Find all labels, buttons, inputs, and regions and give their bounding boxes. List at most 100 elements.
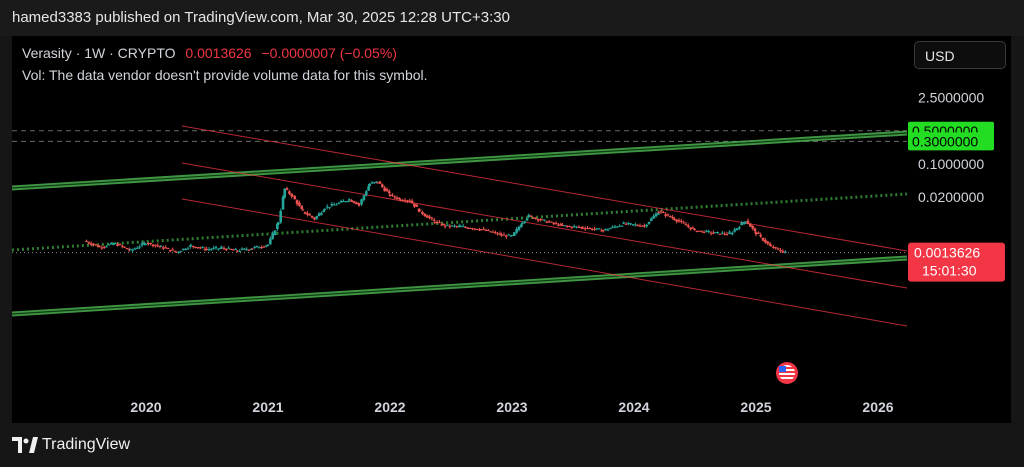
candle-body — [388, 191, 391, 194]
candle-body — [133, 248, 137, 250]
candle-body — [744, 221, 747, 223]
candle-body — [430, 217, 434, 219]
candle-body — [718, 233, 722, 235]
candle-body — [776, 248, 780, 250]
candle-body — [342, 200, 345, 203]
price-chart[interactable]: 2.50000000.50000000.30000000.10000000.02… — [12, 36, 1011, 423]
candle-body — [220, 247, 223, 249]
symbol-title[interactable]: Verasity · 1W · CRYPTO — [22, 45, 176, 61]
candle-body — [335, 204, 338, 206]
candle-body — [532, 217, 535, 219]
candle-body — [443, 225, 447, 227]
candle-body — [608, 228, 612, 230]
candle-body — [164, 247, 167, 249]
candle-body — [498, 233, 502, 235]
candle-body — [227, 247, 230, 249]
candle-body — [102, 246, 106, 248]
candle-body — [393, 196, 396, 198]
candle-body — [650, 218, 653, 221]
candle-body — [766, 241, 769, 244]
candle-body — [229, 248, 233, 250]
candle-body — [352, 201, 356, 203]
candle-body — [677, 220, 681, 222]
candle-body — [611, 226, 614, 228]
candle-body — [232, 249, 235, 251]
price-tick-label: 0.0200000 — [918, 189, 984, 205]
tradingview-logo[interactable]: TradingView — [12, 436, 130, 454]
candle-body — [515, 228, 518, 233]
candle-body — [606, 229, 610, 231]
candle-body — [539, 219, 542, 221]
candle-body — [725, 233, 729, 235]
candle-body — [634, 224, 637, 226]
candle-body — [273, 230, 277, 236]
candle-body — [423, 213, 427, 216]
bar-countdown-label: 15:01:30 — [922, 263, 977, 279]
candle-body — [149, 243, 152, 245]
candle-body — [450, 225, 454, 227]
candle-body — [721, 232, 724, 234]
candle-body — [330, 204, 334, 206]
candle-body — [375, 181, 378, 183]
candle-body — [510, 235, 514, 237]
candle-body — [662, 212, 665, 214]
candle-body — [281, 196, 285, 210]
candle-body — [138, 246, 141, 248]
candle-body — [105, 246, 108, 248]
candle-body — [774, 247, 778, 249]
price-level-badge — [908, 132, 994, 151]
time-tick-label: 2023 — [496, 399, 527, 415]
us-flag-stripe — [779, 379, 795, 381]
legend-price: 0.0013626 — [185, 45, 252, 61]
currency-button[interactable]: USD — [914, 41, 1006, 69]
candle-body — [586, 227, 589, 229]
candle-body — [446, 224, 449, 226]
red-channel-middle — [181, 162, 908, 289]
candle-body — [243, 248, 246, 250]
candle-body — [234, 249, 237, 251]
candle-body — [173, 250, 177, 252]
candle-body — [196, 247, 200, 249]
candle-body — [707, 231, 710, 233]
candle-body — [601, 230, 605, 232]
plot-area — [12, 36, 907, 388]
candle-body — [723, 233, 726, 235]
candle-body — [740, 222, 743, 226]
candle-body — [517, 226, 521, 230]
current-price-badge — [908, 242, 1005, 282]
candle-body — [323, 208, 327, 210]
candle-body — [624, 223, 628, 225]
candle-body — [455, 226, 459, 228]
price-level-label: 0.3000000 — [912, 133, 978, 149]
candle-body — [664, 214, 667, 216]
candle-body — [540, 219, 544, 221]
candle-body — [339, 201, 343, 203]
candle-body — [583, 228, 587, 230]
candle-body — [128, 249, 132, 251]
candle-body — [418, 209, 422, 211]
chart-pane[interactable]: 2.5000000 0.5000000 0.3000000 0.1000000 0.02… — [12, 36, 1011, 423]
candle-body — [367, 186, 370, 191]
green-resistance-inner — [12, 132, 908, 189]
candle-body — [568, 226, 571, 228]
candle-body — [493, 232, 497, 234]
candle-body — [96, 245, 100, 248]
candle-body — [383, 187, 386, 191]
candle-body — [354, 202, 358, 205]
candle-body — [604, 228, 607, 231]
candle-body — [357, 204, 361, 206]
candle-body — [238, 250, 241, 252]
candle-body — [666, 214, 670, 216]
candle-body — [682, 222, 685, 224]
us-flag-stripe — [779, 375, 795, 377]
candle-body — [317, 213, 321, 217]
candle-body — [618, 225, 621, 227]
candle-body — [615, 226, 619, 228]
candle-body — [378, 181, 382, 184]
candle-body — [325, 206, 329, 208]
us-flag-stripe — [779, 371, 795, 373]
candle-body — [251, 248, 254, 250]
red-channel-upper — [181, 125, 908, 252]
candle-body — [306, 213, 309, 215]
candle-body — [636, 225, 639, 227]
